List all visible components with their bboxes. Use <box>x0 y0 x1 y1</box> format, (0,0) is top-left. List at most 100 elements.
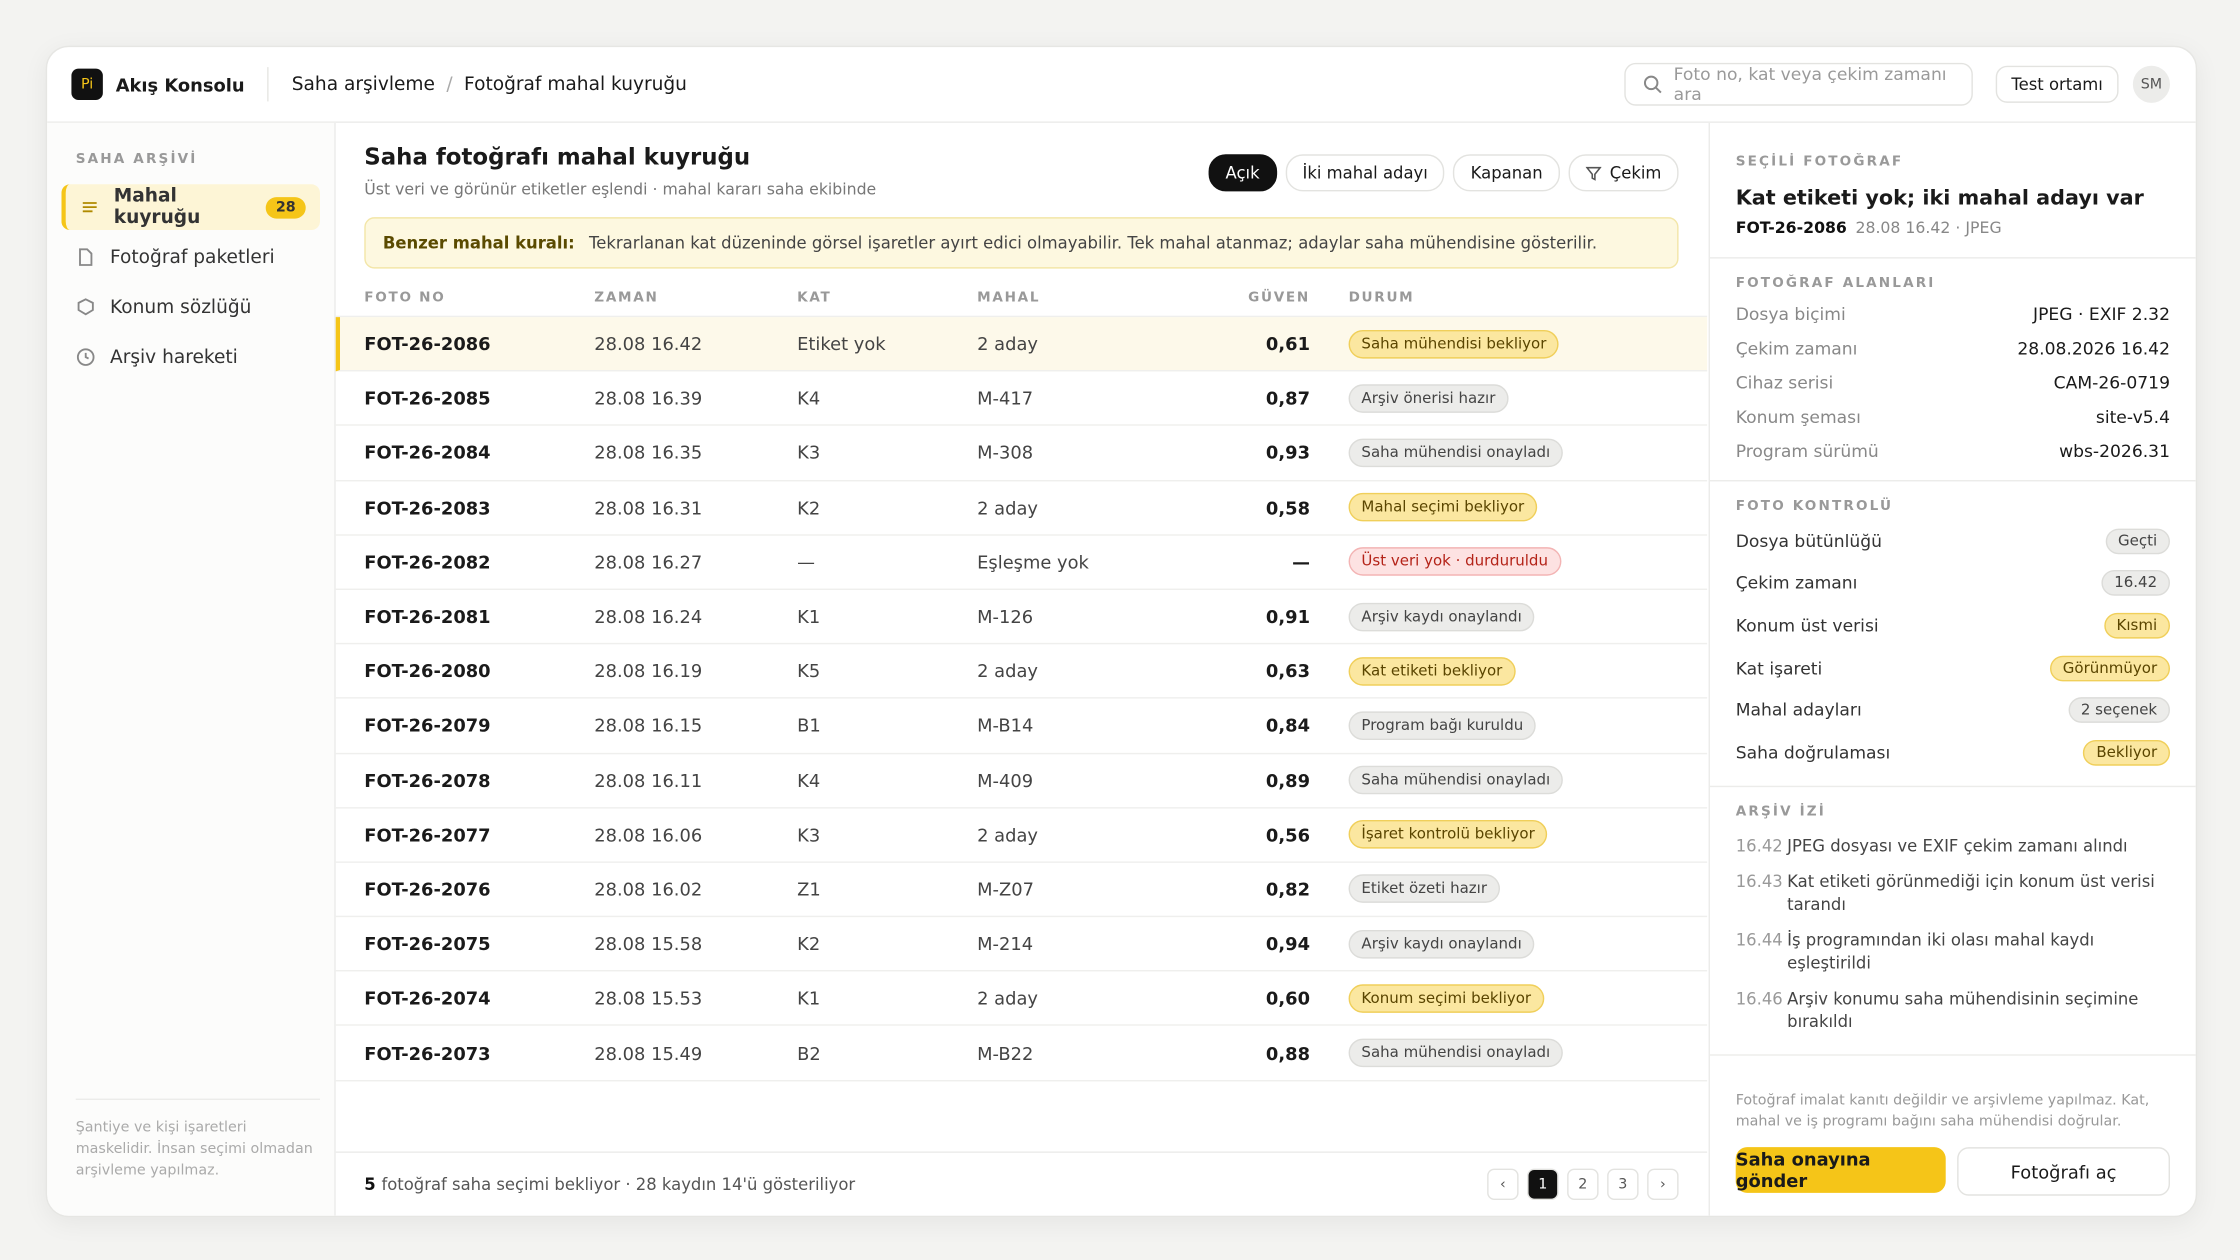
field-row: Dosya biçimi JPEG · EXIF 2.32 <box>1736 297 2170 331</box>
table-row[interactable]: FOT-26-2086 28.08 16.42 Etiket yok 2 aday 0,… <box>335 317 1708 372</box>
field-row: Konum şeması site-v5.4 <box>1736 400 2170 434</box>
cell: 0,87 <box>1265 387 1310 409</box>
table-header: FOTO NO ZAMAN KAT MAHAL GÜVEN DURUM <box>335 280 1708 318</box>
cell: 0,94 <box>1265 933 1310 955</box>
filter-chip[interactable]: Açık <box>1208 154 1277 192</box>
detail-meta: FOT-26-2086 28.08 16.42 · JPEG <box>1736 219 2170 238</box>
cell: — <box>1292 551 1310 573</box>
cell: Z1 <box>797 878 821 900</box>
table-row[interactable]: FOT-26-2082 28.08 16.27 — Eşleşme yok — Üst v… <box>335 535 1708 590</box>
check-row: Konum üst verisi Kısmi <box>1736 605 2170 647</box>
cell: 0,56 <box>1265 823 1310 846</box>
cell: 2 aday <box>977 332 1038 355</box>
photo-fields: FOTOĞRAF ALANLARI Dosya biçimi JPEG · EXIF… <box>1709 259 2196 482</box>
cell: 2 aday <box>977 496 1038 519</box>
status-badge: Program bağı kuruldu <box>1348 711 1537 740</box>
disclaimer: Fotoğraf imalat kanıtı değildir ve arşiv… <box>1735 1092 2150 1130</box>
field-value: JPEG · EXIF 2.32 <box>2033 304 2170 325</box>
cell: K1 <box>797 605 821 628</box>
page-button[interactable]: ‹ <box>1487 1168 1519 1200</box>
field-key: Konum şeması <box>1735 407 1861 428</box>
trail-row: 16.44 İş programından iki olası mahal kay… <box>1736 928 2170 974</box>
table-row[interactable]: FOT-26-2076 28.08 16.02 Z1 M-Z07 0,82 Etiket … <box>335 863 1708 918</box>
check-key: Mahal adayları <box>1735 700 1862 721</box>
filter-chip[interactable]: İki mahal adayı <box>1285 154 1445 192</box>
cell: K3 <box>797 823 821 846</box>
cell: 0,89 <box>1265 769 1310 791</box>
nav-item[interactable]: Konum sözlüğü <box>61 284 320 330</box>
cell: — <box>797 551 815 573</box>
photo-meta: 28.08 16.42 · JPEG <box>1855 218 2002 238</box>
nav-item[interactable]: Arşiv hareketi <box>61 334 320 380</box>
search[interactable]: Foto no, kat veya çekim zamanı ara <box>1624 62 1973 106</box>
cell: FOT-26-2077 <box>364 823 491 846</box>
cell: B1 <box>797 714 821 737</box>
cell: 0,84 <box>1265 714 1310 737</box>
cell: Eşleşme yok <box>977 551 1089 573</box>
check-row: Dosya bütünlüğü Geçti <box>1736 520 2170 562</box>
status-badge: Kat etiketi bekliyor <box>1348 656 1516 686</box>
field-key: Cihaz serisi <box>1735 372 1834 393</box>
trail-row: 16.42 JPEG dosyası ve EXIF çekim zamanı a… <box>1736 834 2170 857</box>
field-row: Cihaz serisi CAM-26-0719 <box>1736 366 2170 400</box>
check-key: Konum üst verisi <box>1735 615 1879 636</box>
status-badge: Arşiv kaydı onaylandı <box>1348 929 1535 959</box>
cell: K1 <box>797 987 821 1010</box>
cell: B2 <box>797 1042 821 1064</box>
page-button[interactable]: 3 <box>1607 1168 1639 1200</box>
avatar[interactable]: SM <box>2132 65 2170 103</box>
brand: Akış Konsolu <box>115 73 245 95</box>
table-row[interactable]: FOT-26-2080 28.08 16.19 K5 2 aday 0,63 Kat et… <box>335 644 1708 700</box>
nav-item[interactable]: Fotoğraf paketleri <box>61 234 320 280</box>
cell: 28.08 16.27 <box>594 551 703 573</box>
status-badge: Arşiv kaydı onaylandı <box>1348 602 1535 631</box>
table-row[interactable]: FOT-26-2084 28.08 16.35 K3 M-308 0,93 Saha mü… <box>335 426 1708 481</box>
filter-chip[interactable]: Çekim <box>1568 154 1679 192</box>
column-header: KAT <box>797 289 832 306</box>
notice-label: Benzer mahal kuralı: <box>382 232 575 253</box>
table-row[interactable]: FOT-26-2083 28.08 16.31 K2 2 aday 0,58 Mahal … <box>335 481 1708 536</box>
table-row[interactable]: FOT-26-2081 28.08 16.24 K1 M-126 0,91 Arşiv k… <box>335 590 1708 645</box>
table-row[interactable]: FOT-26-2079 28.08 16.15 B1 M-B14 0,84 Program… <box>335 699 1708 754</box>
env-button[interactable]: Test ortamı <box>1995 65 2119 103</box>
cell: 28.08 15.58 <box>594 933 703 955</box>
table-row[interactable]: FOT-26-2085 28.08 16.39 K4 M-417 0,87 Arşiv ö… <box>335 372 1708 427</box>
filter-chip[interactable]: Kapanan <box>1453 154 1560 192</box>
page-button[interactable]: 1 <box>1527 1168 1559 1200</box>
cell: M-Z07 <box>977 878 1034 900</box>
pagination: ‹ 1 2 3 › <box>1487 1168 1679 1200</box>
field-value: wbs-2026.31 <box>2059 441 2170 462</box>
page-button[interactable]: › <box>1647 1168 1679 1200</box>
table-row[interactable]: FOT-26-2078 28.08 16.11 K4 M-409 0,89 Saha mü… <box>335 754 1708 809</box>
table-row[interactable]: FOT-26-2073 28.08 15.49 B2 M-B22 0,88 Saha mü… <box>335 1026 1708 1081</box>
trail-time: 16.44 <box>1735 929 1783 950</box>
nav-item[interactable]: Mahal kuyruğu 28 <box>61 184 320 230</box>
nav-label: Fotoğraf paketleri <box>109 246 275 268</box>
page-button[interactable]: 2 <box>1567 1168 1599 1200</box>
secondary-button[interactable]: Fotoğrafı aç <box>1957 1147 2170 1196</box>
check-badge: Geçti <box>2105 528 2170 554</box>
top-bar: Pi Akış Konsolu Saha arşivleme / Fotoğraf ma… <box>47 47 2196 123</box>
field-row: Çekim zamanı 28.08.2026 16.42 <box>1736 331 2170 365</box>
table-row[interactable]: FOT-26-2074 28.08 15.53 K1 2 aday 0,60 Konum … <box>335 972 1708 1027</box>
search-placeholder: Foto no, kat veya çekim zamanı ara <box>1673 64 1947 105</box>
check-key: Kat işareti <box>1735 657 1823 678</box>
field-value: CAM-26-0719 <box>2053 372 2170 393</box>
pending-count: 5 <box>364 1174 376 1195</box>
cell: 28.08 16.06 <box>594 823 703 846</box>
trail-text: Kat etiketi görünmediği için konum üst v… <box>1787 870 2155 914</box>
table-row[interactable]: FOT-26-2075 28.08 15.58 K2 M-214 0,94 Arşiv k… <box>335 917 1708 972</box>
trail-text: JPEG dosyası ve EXIF çekim zamanı alındı <box>1787 835 2128 856</box>
field-key: Program sürümü <box>1735 441 1879 462</box>
cell: 0,82 <box>1265 878 1310 900</box>
divider <box>267 67 269 102</box>
photo-checks: FOTO KONTROLÜ Dosya bütünlüğü Geçti Çekim z… <box>1709 481 2196 787</box>
filter-label: Çekim <box>1609 162 1662 183</box>
table-row[interactable]: FOT-26-2077 28.08 16.06 K3 2 aday 0,56 İşaret… <box>335 808 1708 863</box>
column-header: FOTO NO <box>364 289 446 306</box>
status-badge: Etiket özeti hazır <box>1348 874 1500 904</box>
column-header: ZAMAN <box>594 289 659 306</box>
breadcrumb[interactable]: Saha arşivleme <box>291 73 435 95</box>
primary-button[interactable]: Saha onayına gönder <box>1735 1147 1946 1193</box>
